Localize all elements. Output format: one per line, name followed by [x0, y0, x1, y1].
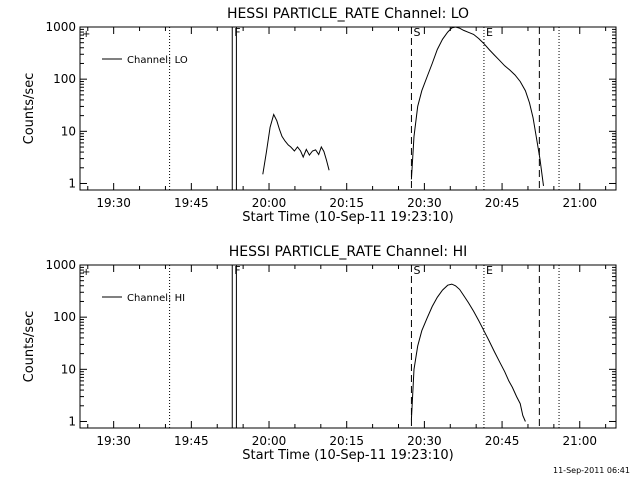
panel-1-y-tick-label: 100 — [53, 72, 76, 86]
panel-1-y-tick-label: 10 — [61, 124, 76, 138]
panel-1-y-tick-label: 1000 — [45, 20, 76, 34]
panel-1-corner-mark: + — [82, 29, 90, 40]
panel-1-legend-entry: Channel: LO — [127, 55, 188, 66]
panel-2-legend-entry: Channel: HI — [127, 293, 185, 304]
panel-1-y-tick-label: 1 — [68, 176, 76, 190]
panel-1-x-tick-label: 21:00 — [562, 196, 597, 210]
panel-1-x-axis-label: Start Time (10-Sep-11 19:23:10) — [242, 210, 453, 225]
panel-2-plot-frame — [79, 264, 617, 429]
panel-2-x-tick-label: 19:30 — [96, 434, 131, 448]
panel-2-y-tick-label: 10 — [61, 362, 76, 376]
panel-1-marker-label: F — [234, 26, 240, 39]
panel-1-x-tick-label: 20:00 — [252, 196, 287, 210]
panel-1-series-line — [262, 113, 330, 175]
panel-2-x-tick-label: 21:00 — [562, 434, 597, 448]
panel-2-series-line — [410, 283, 526, 422]
panel-1-marker-label: S — [413, 26, 420, 39]
panel-2-corner-mark: + — [82, 267, 90, 278]
panel-2-y-tick-label: 1 — [68, 414, 76, 428]
panel-1: HESSI PARTICLE_RATE Channel: LO 19:30 19:4… — [22, 6, 617, 225]
panel-2-x-tick-label: 20:30 — [407, 434, 442, 448]
panel-2-x-tick-label: 20:00 — [252, 434, 287, 448]
panel-2-y-axis-label: Counts/sec — [22, 311, 37, 383]
panel-1-x-tick-label: 20:15 — [329, 196, 364, 210]
panel-2: HESSI PARTICLE_RATE Channel: HI 19:30 19:4… — [22, 244, 617, 463]
panel-1-x-tick-label: 20:30 — [407, 196, 442, 210]
panel-2-title: HESSI PARTICLE_RATE Channel: HI — [229, 244, 467, 260]
panel-1-plot-frame — [79, 26, 617, 191]
panel-2-x-tick-label: 20:45 — [485, 434, 520, 448]
panel-2-x-axis-label: Start Time (10-Sep-11 19:23:10) — [242, 448, 453, 463]
panel-1-series-line — [410, 27, 544, 186]
panel-1-y-axis-label: Counts/sec — [22, 73, 37, 145]
panel-2-y-tick-label: 1000 — [45, 258, 76, 272]
panel-2-x-tick-label: 20:15 — [329, 434, 364, 448]
timestamp: 11-Sep-2011 06:41 — [553, 466, 630, 475]
panel-2-y-tick-label: 100 — [53, 310, 76, 324]
panel-2-marker-label: F — [234, 264, 240, 277]
panel-1-x-tick-label: 20:45 — [485, 196, 520, 210]
panel-2-marker-label: S — [413, 264, 420, 277]
panel-1-marker-label: E — [486, 26, 493, 39]
panel-1-title: HESSI PARTICLE_RATE Channel: LO — [227, 6, 469, 22]
panel-2-marker-label: E — [486, 264, 493, 277]
panel-2-x-tick-label: 19:45 — [174, 434, 209, 448]
panel-1-x-tick-label: 19:45 — [174, 196, 209, 210]
panel-1-x-tick-label: 19:30 — [96, 196, 131, 210]
